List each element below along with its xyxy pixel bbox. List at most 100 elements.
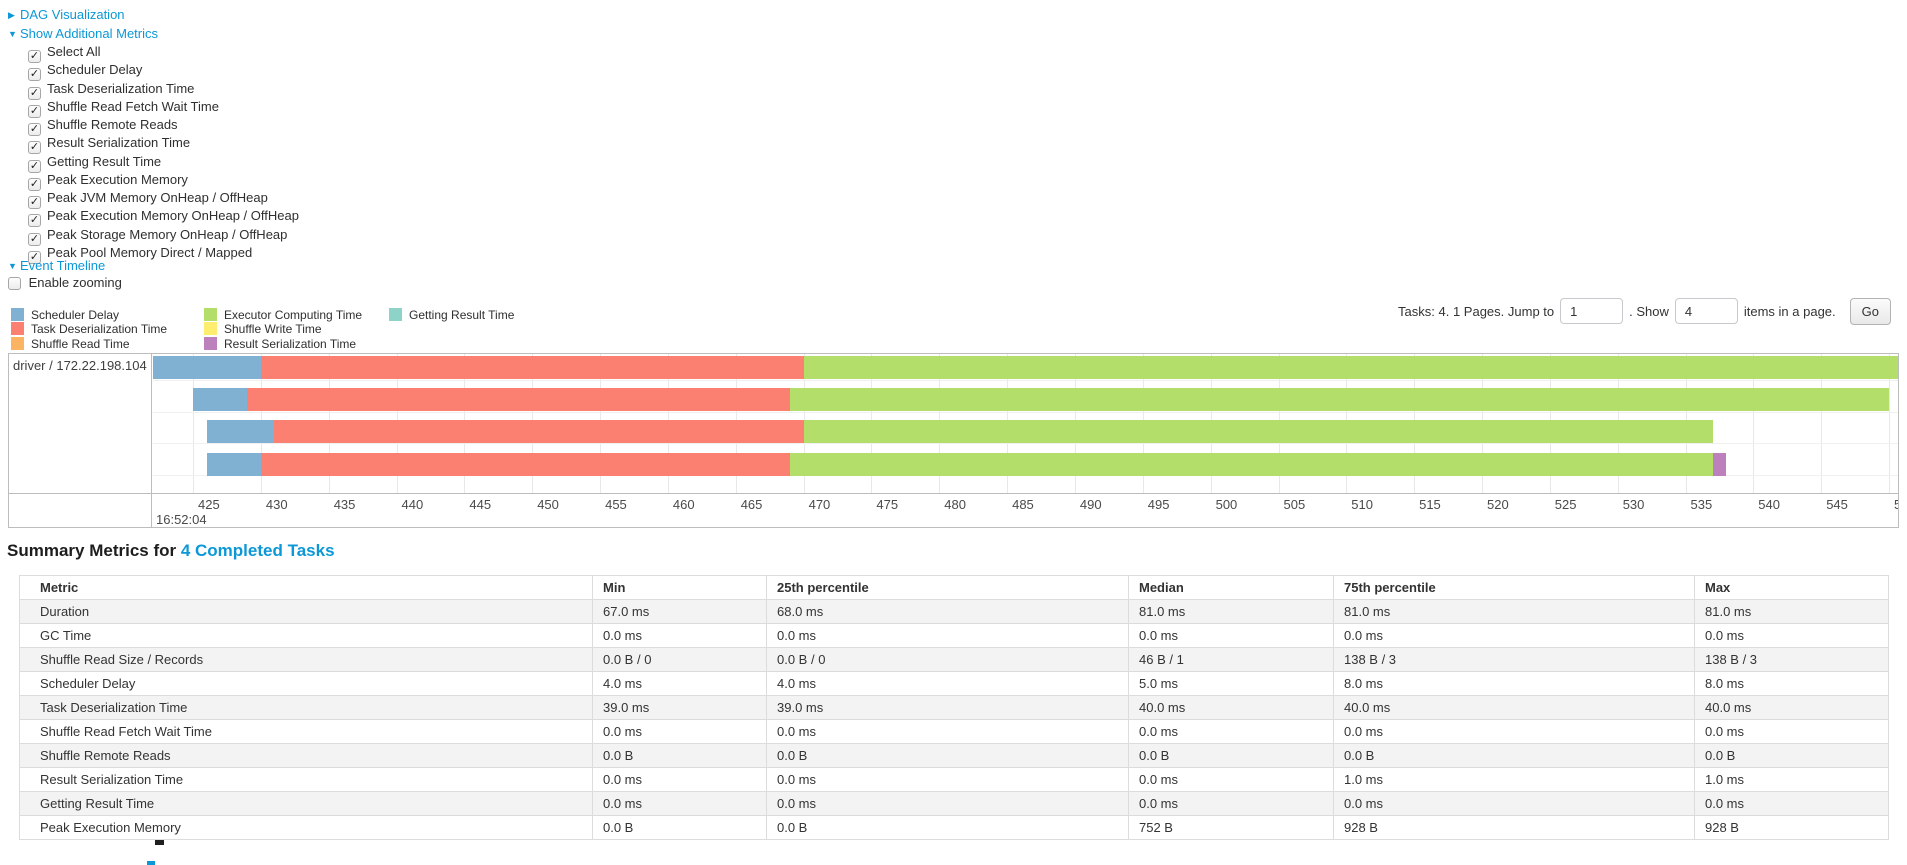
legend-label: Executor Computing Time (224, 308, 363, 322)
task-row-1[interactable] (153, 356, 1898, 379)
event-timeline-link[interactable]: Event Timeline (20, 258, 106, 273)
table-cell: 928 B (1333, 815, 1695, 840)
summary-metrics-title: Summary Metrics for 4 Completed Tasks (7, 541, 335, 561)
axis-tick-label: 465 (740, 497, 763, 512)
metric-checkbox[interactable] (28, 68, 41, 82)
event-timeline-chart: driver / 172.22.198.104 425 430 435 440 445 4… (8, 353, 1899, 528)
table-cell: 0.0 ms (1128, 623, 1334, 648)
metric-checkbox[interactable] (28, 123, 41, 136)
table-cell: 0.0 ms (1694, 623, 1889, 648)
table-cell: 0.0 B (1694, 743, 1889, 768)
dag-visualization-toggle[interactable]: ▶ DAG Visualization (8, 6, 125, 24)
table-cell: 1.0 ms (1333, 767, 1695, 792)
table-header-cell: 75th percentile (1333, 575, 1695, 600)
metric-checkbox-item: Scheduler Delay (28, 62, 143, 82)
axis-tick-label: 510 (1351, 497, 1373, 512)
axis-tick-label: 435 (333, 497, 356, 512)
task-segment-executor-computing-time[interactable] (803, 420, 1713, 443)
table-cell: Duration (19, 599, 593, 624)
legend-item-task-deserialization-time: Task Deserialization Time (11, 322, 167, 336)
table-cell: 1.0 ms (1694, 767, 1889, 792)
go-button[interactable]: Go (1849, 297, 1891, 325)
dag-visualization-link[interactable]: DAG Visualization (20, 7, 125, 22)
legend-column: Scheduler Delay Task Deserialization Time… (11, 308, 167, 351)
timeline-plot-area[interactable] (153, 354, 1898, 493)
metric-checkbox[interactable] (28, 159, 41, 173)
table-cell: 81.0 ms (1128, 599, 1334, 624)
enable-zooming-label: Enable zooming (28, 275, 122, 290)
task-segment-executor-computing-time[interactable] (790, 453, 1713, 476)
metric-checkbox[interactable] (28, 214, 41, 228)
table-cell: 0.0 ms (1694, 719, 1889, 744)
table-cell: Shuffle Read Size / Records (19, 647, 593, 672)
table-cell: 0.0 ms (1333, 623, 1695, 648)
metric-checkbox-label: Peak Execution Memory (47, 171, 188, 187)
metric-checkbox[interactable] (28, 86, 41, 100)
metric-checkbox-item: Peak JVM Memory OnHeap / OffHeap (28, 190, 268, 209)
table-cell: 0.0 B (766, 743, 1129, 768)
task-segment-task-deserialization-time[interactable] (274, 420, 804, 443)
items-per-page-input[interactable] (1674, 298, 1738, 324)
metric-checkbox[interactable] (28, 104, 41, 118)
metric-checkbox[interactable] (28, 177, 41, 191)
legend-swatch-icon (204, 336, 217, 350)
metric-checkbox-label: Scheduler Delay (47, 62, 143, 78)
axis-tick-label: 455 (605, 497, 627, 512)
metric-checkbox-label: Peak Storage Memory OnHeap / OffHeap (47, 226, 288, 242)
metric-checkbox[interactable] (28, 50, 41, 63)
legend-swatch-icon (204, 322, 217, 336)
metric-checkbox-item: Peak Execution Memory (28, 171, 188, 191)
table-cell: 0.0 B (1333, 743, 1695, 768)
task-segment-task-deserialization-time[interactable] (260, 453, 791, 476)
table-cell: 752 B (1128, 815, 1334, 840)
metric-checkbox[interactable] (28, 232, 41, 246)
table-cell: 0.0 B / 0 (592, 647, 767, 672)
legend-label: Getting Result Time (409, 308, 515, 322)
legend-swatch-icon (204, 308, 217, 321)
show-additional-metrics-toggle[interactable]: ▼ Show Additional Metrics (8, 25, 158, 43)
metric-checkbox[interactable] (28, 250, 41, 264)
metric-checkbox-label: Shuffle Remote Reads (47, 117, 178, 132)
table-header-row: Metric Min 25th percentile Median 75th perce… (19, 575, 1889, 600)
metric-checkbox[interactable] (28, 196, 41, 209)
axis-tick-label: 540 (1758, 497, 1780, 512)
table-cell: 0.0 B (1128, 743, 1334, 768)
task-segment-scheduler-delay[interactable] (206, 420, 275, 443)
axis-tick-label: 475 (876, 497, 899, 512)
task-segment-executor-computing-time[interactable] (803, 356, 1898, 379)
axis-tick-label: 495 (1147, 497, 1170, 512)
table-cell: 8.0 ms (1694, 671, 1889, 696)
task-row-3[interactable] (153, 420, 1898, 443)
metric-checkbox[interactable] (28, 141, 41, 155)
completed-tasks-link[interactable]: 4 Completed Tasks (180, 541, 335, 560)
enable-zooming-checkbox[interactable] (8, 277, 21, 290)
task-row-4[interactable] (153, 453, 1898, 476)
gridline (1821, 354, 1823, 493)
event-timeline-toggle[interactable]: ▼ Event Timeline (8, 257, 105, 275)
task-segment-result-serialization-time[interactable] (1712, 453, 1727, 476)
legend-swatch-icon (11, 336, 24, 350)
pagination-summary-text: Tasks: 4. 1 Pages. Jump to (1398, 303, 1555, 319)
task-row-2[interactable] (153, 388, 1898, 411)
axis-tick-label: 515 (1419, 497, 1441, 512)
jump-to-page-input[interactable] (1560, 298, 1624, 324)
table-header-cell: Max (1694, 575, 1889, 600)
metric-checkbox-item: Task Deserialization Time (28, 81, 194, 100)
table-cell: 0.0 ms (766, 623, 1129, 648)
table-cell: 138 B / 3 (1333, 647, 1695, 672)
legend-label: Shuffle Write Time (224, 322, 322, 337)
task-segment-scheduler-delay[interactable] (153, 356, 261, 379)
task-segment-task-deserialization-time[interactable] (247, 388, 790, 411)
show-additional-metrics-link[interactable]: Show Additional Metrics (20, 26, 159, 41)
legend-column: Getting Result Time (389, 308, 514, 322)
task-segment-scheduler-delay[interactable] (193, 388, 248, 411)
axis-tick-label: 500 (1215, 497, 1238, 512)
task-segment-scheduler-delay[interactable] (206, 453, 261, 476)
task-segment-task-deserialization-time[interactable] (260, 356, 804, 379)
table-cell: 138 B / 3 (1694, 647, 1889, 672)
task-segment-executor-computing-time[interactable] (790, 388, 1889, 411)
timeline-x-axis: 425 430 435 440 445 450 455 460 465 470 475 480 485 4… (153, 494, 1898, 527)
table-cell: 0.0 ms (592, 719, 767, 744)
metric-checkbox-label: Peak Execution Memory OnHeap / OffHeap (47, 208, 299, 224)
